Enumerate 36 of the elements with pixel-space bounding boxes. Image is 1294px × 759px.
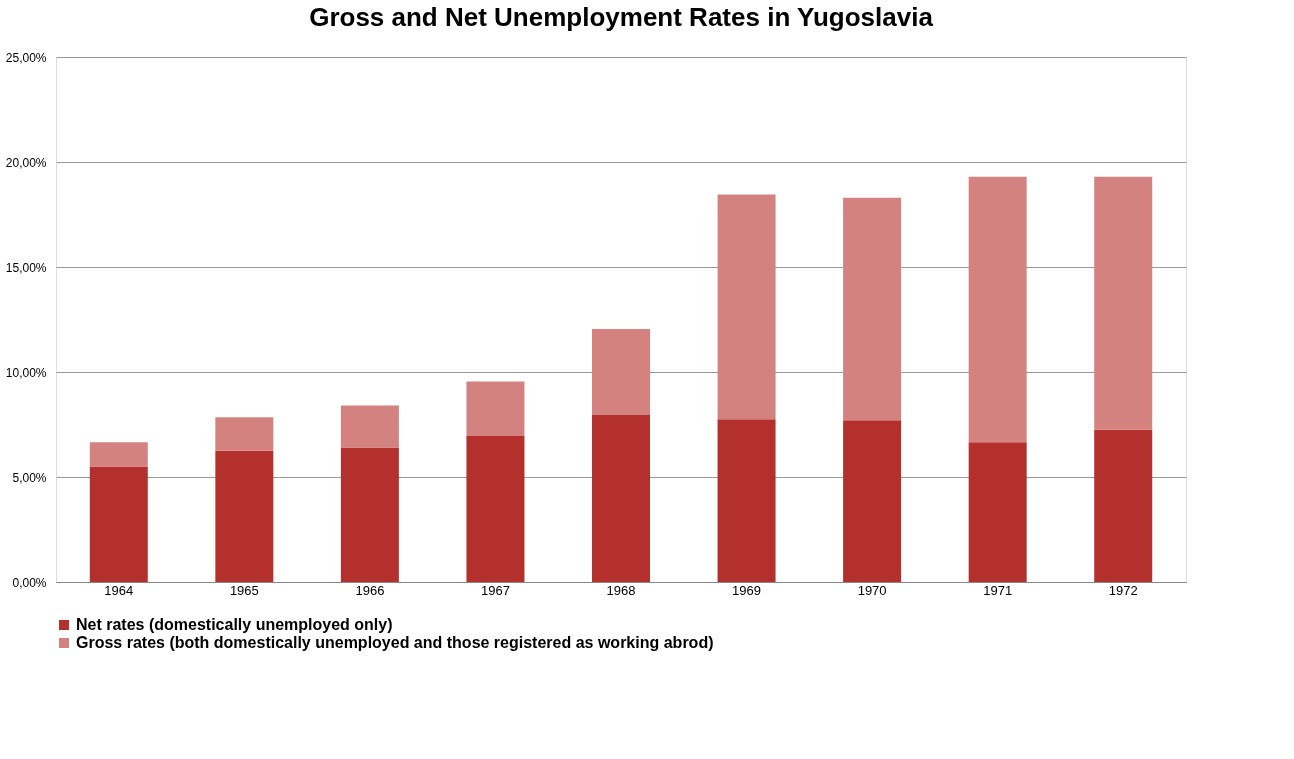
y-tick-label: 25,00% (5, 50, 47, 65)
x-tick-label: 1972 (1108, 582, 1138, 598)
y-tick-label: 20,00% (5, 155, 47, 170)
bar (717, 194, 776, 420)
bar (592, 415, 650, 582)
bar (89, 442, 148, 467)
bar (215, 417, 274, 451)
bar (466, 436, 525, 582)
y-tick-label: 15,00% (5, 260, 47, 275)
bar (215, 450, 274, 582)
y-tick-label: 10,00% (5, 365, 47, 380)
bar (843, 420, 902, 582)
bar (592, 328, 650, 416)
x-tick-label: 1970 (857, 582, 887, 598)
x-tick-label: 1965 (229, 582, 259, 598)
x-tick-label: 1971 (983, 582, 1013, 598)
x-tick-label: 1964 (104, 582, 134, 598)
bar (843, 197, 902, 421)
y-tick-label: 5,00% (12, 470, 47, 485)
bar (340, 447, 399, 582)
bar (968, 176, 1027, 443)
x-tick-label: 1968 (606, 582, 636, 598)
bar (89, 466, 148, 582)
x-tick-label: 1966 (355, 582, 385, 598)
x-tick-label: 1969 (732, 582, 762, 598)
x-tick-label: 1967 (480, 582, 510, 598)
bar (340, 405, 399, 448)
legend-label: Net rates (domestically unemployed only) (76, 616, 393, 633)
bar (968, 442, 1027, 582)
bar (466, 381, 525, 437)
bar (1094, 176, 1153, 430)
bar (717, 419, 776, 582)
legend-label: Gross rates (both domestically unemployed and those registered as working abrod) (76, 634, 714, 651)
y-tick-label: 0,00% (12, 575, 47, 590)
bar (1094, 429, 1153, 582)
chart-title: Gross and Net Unemployment Rates in Yugoslavia (309, 2, 934, 32)
